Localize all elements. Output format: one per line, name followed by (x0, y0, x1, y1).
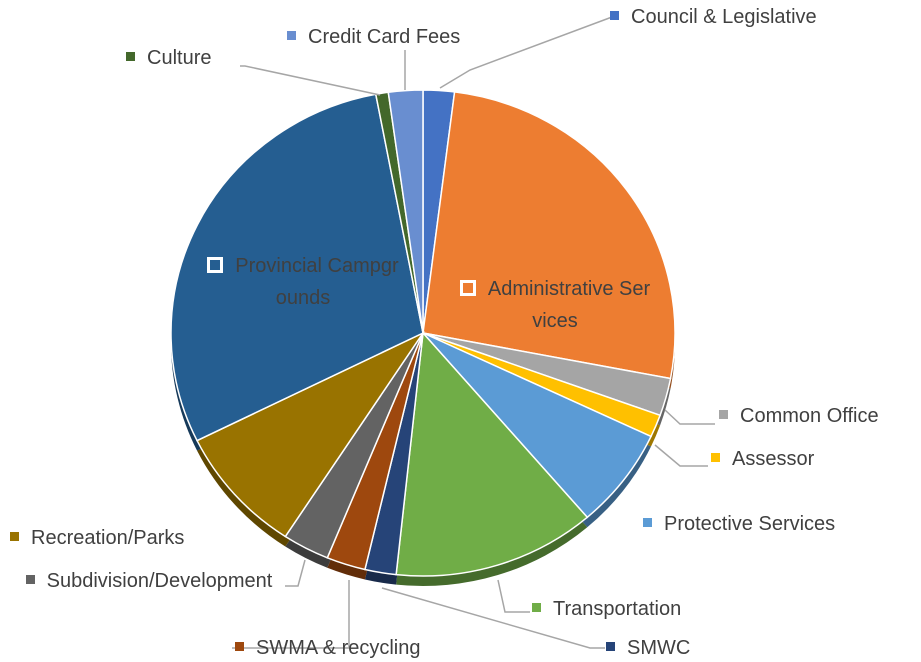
label-text: Culture (147, 47, 212, 69)
leader-line (497, 579, 530, 613)
slice (196, 331, 426, 538)
label-text: SWMA & recycling (256, 637, 421, 659)
slice-label: Subdivision/Development (16, 565, 282, 597)
legend-marker (287, 31, 296, 41)
leader-line (240, 65, 381, 96)
slice (422, 91, 676, 380)
label-text: Council & Legislative (631, 6, 817, 28)
label-text: SMWC (627, 637, 691, 659)
legend-marker (10, 532, 19, 542)
label-text: Common Office (740, 405, 879, 427)
label-text: Subdivision/Development (46, 570, 273, 592)
legend-marker (719, 410, 728, 420)
slice-label: Administrative Services (455, 273, 655, 337)
label-text: Recreation/Parks (31, 527, 185, 549)
slice-label: Common Office (719, 400, 879, 432)
leader-line (439, 16, 613, 89)
slice-label: Transportation (532, 593, 681, 625)
legend-marker (532, 603, 541, 613)
legend-marker (610, 11, 619, 21)
slice (422, 332, 653, 519)
legend-marker (606, 642, 615, 652)
leader-line (664, 409, 715, 425)
legend-marker (643, 518, 652, 528)
legend-marker (459, 279, 476, 296)
leader-line (654, 444, 708, 467)
label-text: Protective Services (664, 513, 836, 535)
slice-label: Protective Services (643, 508, 835, 540)
slice-label: Credit Card Fees (287, 21, 460, 53)
leader-line (285, 559, 306, 587)
legend-marker (126, 52, 135, 62)
slice (387, 89, 424, 334)
label-text: Administrative Services (487, 278, 651, 332)
slice-label: Provincial Campgrounds (203, 250, 403, 314)
label-text: Assessor (732, 448, 815, 470)
label-text: Transportation (553, 598, 682, 620)
leader-line (381, 587, 605, 649)
slice (170, 93, 424, 442)
slice-label: Council & Legislative (610, 1, 817, 33)
label-text: Provincial Campgrounds (235, 255, 399, 309)
slice-label: Assessor (711, 443, 814, 475)
legend-marker (235, 642, 244, 652)
legend-marker (711, 453, 720, 463)
leader-line (232, 580, 350, 649)
legend-marker (207, 256, 224, 273)
slice-label: SMWC (606, 632, 690, 662)
legend-marker (25, 575, 35, 585)
slice (395, 331, 589, 577)
slice-label: Recreation/Parks (10, 522, 184, 554)
slice-label: Culture (126, 42, 211, 74)
label-text: Credit Card Fees (308, 26, 461, 48)
slice-label: SWMA & recycling (235, 632, 420, 662)
